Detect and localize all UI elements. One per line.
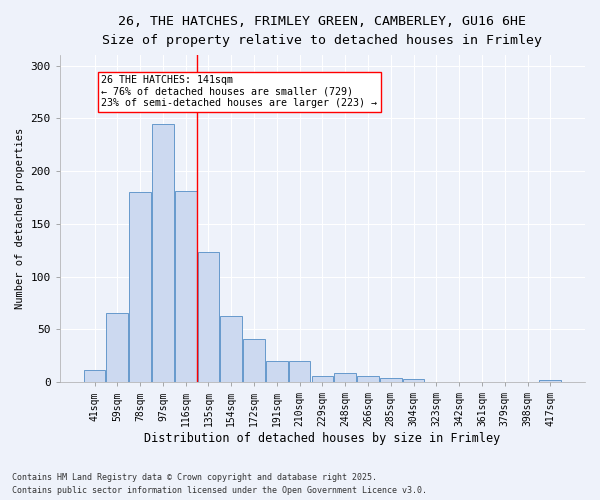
Bar	[539, 380, 561, 382]
Bar	[106, 312, 128, 382]
Bar	[197, 252, 219, 382]
Bar	[311, 376, 333, 382]
Bar	[220, 316, 242, 382]
Text: Contains HM Land Registry data © Crown copyright and database right 2025.
Contai: Contains HM Land Registry data © Crown c…	[12, 474, 427, 495]
Bar	[380, 378, 401, 382]
X-axis label: Distribution of detached houses by size in Frimley: Distribution of detached houses by size …	[144, 432, 500, 445]
Bar	[357, 376, 379, 382]
Bar	[403, 379, 424, 382]
Bar	[243, 339, 265, 382]
Bar	[84, 370, 106, 382]
Bar	[152, 124, 174, 382]
Bar	[129, 192, 151, 382]
Bar	[289, 361, 310, 382]
Title: 26, THE HATCHES, FRIMLEY GREEN, CAMBERLEY, GU16 6HE
Size of property relative to: 26, THE HATCHES, FRIMLEY GREEN, CAMBERLE…	[103, 15, 542, 47]
Text: 26 THE HATCHES: 141sqm
← 76% of detached houses are smaller (729)
23% of semi-de: 26 THE HATCHES: 141sqm ← 76% of detached…	[101, 75, 377, 108]
Y-axis label: Number of detached properties: Number of detached properties	[15, 128, 25, 310]
Bar	[266, 361, 287, 382]
Bar	[334, 372, 356, 382]
Bar	[175, 191, 197, 382]
